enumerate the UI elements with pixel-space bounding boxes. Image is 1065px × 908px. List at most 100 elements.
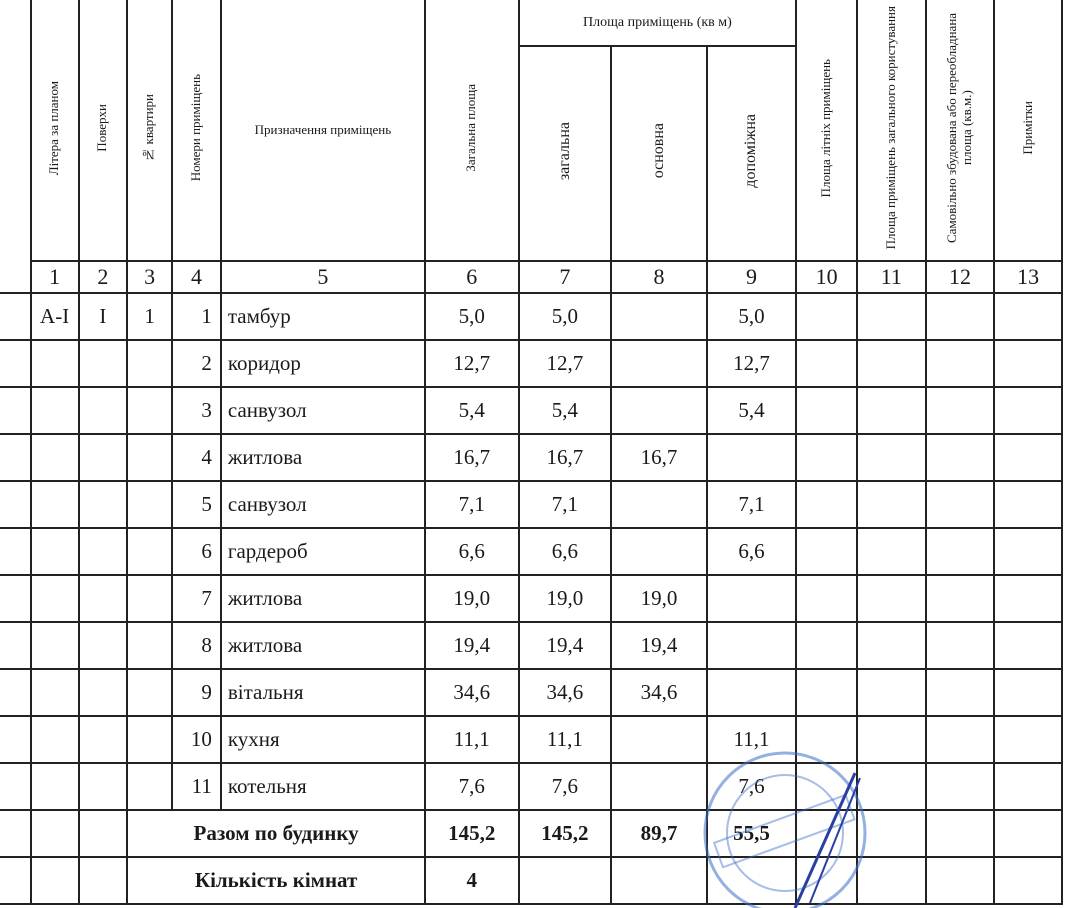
cell-litera xyxy=(29,668,80,717)
column-number-row: 1 2 3 4 5 6 7 8 9 10 11 12 13 xyxy=(0,260,1063,294)
cell-num: 4 xyxy=(171,433,222,482)
column-number: 11 xyxy=(855,260,927,294)
cell-general: 19,4 xyxy=(517,621,613,670)
cell-aux: 12,7 xyxy=(705,339,798,388)
column-number: 1 xyxy=(29,260,80,294)
cell-empty xyxy=(993,574,1063,623)
header-total-area: Загальна площа xyxy=(463,84,479,172)
cell-empty xyxy=(855,621,927,670)
cell-apt xyxy=(126,668,174,717)
cell-empty xyxy=(855,339,927,388)
cell-aux: 7,1 xyxy=(705,480,798,529)
cell-apt xyxy=(126,715,174,764)
cell-litera xyxy=(29,339,80,388)
cell-num: 5 xyxy=(171,480,222,529)
cell-aux: 6,6 xyxy=(705,527,798,576)
header-room-numbers: Номери приміщень xyxy=(187,74,203,182)
cell-main xyxy=(610,292,708,341)
cell-empty xyxy=(993,762,1063,811)
cell-margin xyxy=(0,621,32,670)
rooms-count-row: Кількість кімнат 4 xyxy=(0,856,1063,905)
cell-num: 1 xyxy=(171,292,222,341)
cell-name: санвузол xyxy=(219,480,426,529)
cell-num: 8 xyxy=(171,621,222,670)
cell-empty xyxy=(795,480,858,529)
cell-main xyxy=(610,762,708,811)
header-general: загальна xyxy=(555,122,573,181)
column-number: 7 xyxy=(517,260,613,294)
cell-empty xyxy=(855,292,927,341)
cell-aux xyxy=(705,621,798,670)
cell-name: тамбур xyxy=(219,292,426,341)
cell-empty xyxy=(924,574,996,623)
cell-empty xyxy=(993,339,1063,388)
cell-floor: І xyxy=(77,292,129,341)
cell-total: 11,1 xyxy=(423,715,520,764)
cell-general: 7,1 xyxy=(517,480,613,529)
cell-empty xyxy=(924,339,996,388)
header-litera: Літера за планом xyxy=(46,80,62,176)
cell-main xyxy=(610,386,708,435)
header-subrow: загальна основна допоміжна xyxy=(0,45,1062,262)
header-notes: Примітки xyxy=(1019,101,1035,155)
header-apartment: № квартири xyxy=(141,93,157,163)
cell-aux: 7,6 xyxy=(705,762,798,811)
cell-aux xyxy=(705,668,798,717)
cell-margin xyxy=(0,527,32,576)
cell-floor xyxy=(77,621,129,670)
cell-general: 34,6 xyxy=(517,668,613,717)
column-number: 8 xyxy=(610,260,708,294)
cell-apt xyxy=(126,480,174,529)
cell-empty xyxy=(795,527,858,576)
column-number: 6 xyxy=(423,260,520,294)
cell-floor xyxy=(77,480,129,529)
cell-total: 7,1 xyxy=(423,480,520,529)
cell-floor xyxy=(77,433,129,482)
cell-main xyxy=(610,339,708,388)
cell-general: 19,0 xyxy=(517,574,613,623)
cell-empty xyxy=(924,433,996,482)
table-row: 4 житлова 16,7 16,7 16,7 xyxy=(0,433,1063,482)
cell-num: 2 xyxy=(171,339,222,388)
cell-main: 19,4 xyxy=(610,621,708,670)
cell-litera xyxy=(29,621,80,670)
table-row: 2 коридор 12,7 12,7 12,7 xyxy=(0,339,1063,388)
cell-empty xyxy=(924,386,996,435)
header-auxiliary: допоміжна xyxy=(742,114,760,188)
cell-empty xyxy=(795,715,858,764)
cell-empty xyxy=(795,668,858,717)
cell-num: 7 xyxy=(171,574,222,623)
cell-apt xyxy=(126,433,174,482)
cell-main: 34,6 xyxy=(610,668,708,717)
cell-apt xyxy=(126,574,174,623)
table-row: 9 вітальня 34,6 34,6 34,6 xyxy=(0,668,1063,717)
cell-num: 10 xyxy=(171,715,222,764)
cell-empty xyxy=(993,715,1063,764)
cell-main: 16,7 xyxy=(610,433,708,482)
table-row: 7 житлова 19,0 19,0 19,0 xyxy=(0,574,1063,623)
cell-empty xyxy=(855,574,927,623)
cell-empty xyxy=(855,762,927,811)
cell-empty xyxy=(993,668,1063,717)
header-area-group: Площа приміщень (кв м) xyxy=(517,0,798,48)
cell-litera xyxy=(29,762,80,811)
totals-label: Разом по будинку xyxy=(126,809,426,858)
cell-apt xyxy=(126,339,174,388)
cell-litera xyxy=(29,527,80,576)
cell-general: 5,0 xyxy=(517,292,613,341)
cell-litera xyxy=(29,480,80,529)
cell-empty xyxy=(855,715,927,764)
cell-total: 5,0 xyxy=(423,292,520,341)
totals-total: 145,2 xyxy=(423,809,520,858)
cell-floor xyxy=(77,339,129,388)
cell-apt xyxy=(126,621,174,670)
table-row: 3 санвузол 5,4 5,4 5,4 xyxy=(0,386,1063,435)
cell-margin xyxy=(0,480,32,529)
cell-litera xyxy=(29,715,80,764)
cell-empty xyxy=(924,668,996,717)
cell-empty xyxy=(795,339,858,388)
rooms-count-label: Кількість кімнат xyxy=(126,856,426,905)
cell-litera xyxy=(29,386,80,435)
cell-margin xyxy=(0,715,32,764)
cell-general: 7,6 xyxy=(517,762,613,811)
